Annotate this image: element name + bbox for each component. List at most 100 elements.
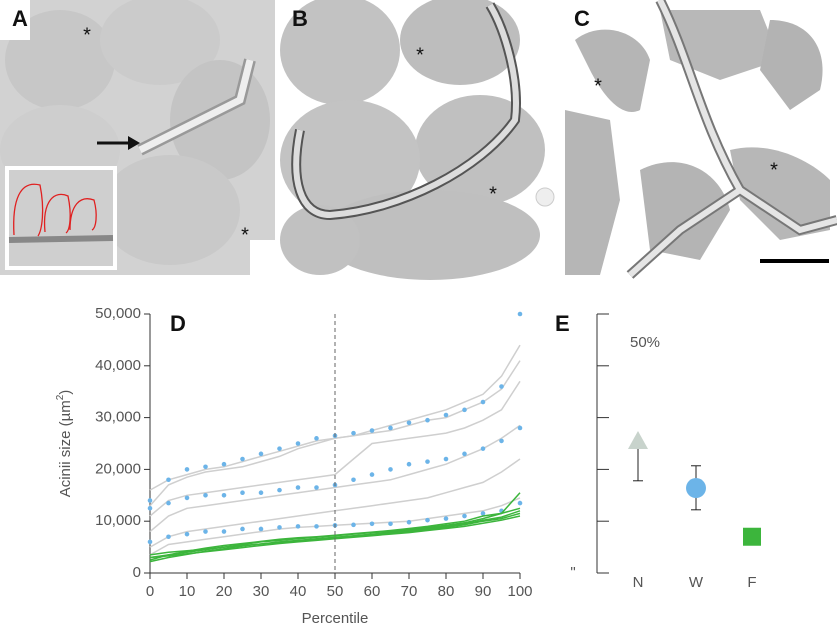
data-dot [351, 430, 356, 436]
x-axis-label: Percentile [302, 610, 369, 627]
asterisk: * [594, 75, 602, 97]
chart-e: E " 50% N W F [555, 311, 761, 591]
data-dot [295, 441, 301, 446]
x-tick-label: 10 [179, 583, 196, 600]
y-label-sup: 2 [55, 394, 66, 400]
data-dot [425, 417, 430, 423]
data-dot [203, 493, 208, 498]
data-dot [221, 529, 227, 534]
data-dot [425, 517, 430, 523]
data-dot [499, 384, 504, 389]
data-dot [314, 485, 319, 490]
annotation: 50% [630, 334, 660, 351]
data-dot [369, 521, 375, 527]
data-dot [314, 436, 319, 441]
y-axis-label: Acinii size (µm2) [55, 390, 74, 498]
x-tick-label: 90 [475, 583, 492, 600]
data-dot [184, 495, 190, 501]
data-dot [351, 477, 356, 483]
data-dot [147, 539, 153, 545]
data-line [149, 512, 521, 556]
y-tick-label: 30,000 [95, 409, 141, 426]
data-dot [166, 500, 171, 506]
data-dot [240, 490, 245, 496]
data-line [149, 507, 521, 561]
data-dot [517, 425, 523, 431]
data-dot [240, 456, 245, 462]
panel-label: A [12, 6, 28, 31]
x-tick-label: F [747, 574, 756, 591]
y-label-text: Acinii size (µm [57, 400, 74, 497]
data-dot [258, 451, 264, 457]
y-tick-label: 0 [133, 564, 141, 581]
y-tick-label: 20,000 [95, 460, 141, 477]
x-tick-label: 0 [146, 583, 154, 600]
data-dot [480, 399, 486, 405]
data-dot [277, 487, 282, 493]
x-tick-label: 20 [216, 583, 233, 600]
chart-title: D [170, 311, 186, 336]
data-dot [221, 461, 227, 467]
data-dot [388, 467, 393, 472]
x-tick-label: 40 [290, 583, 307, 600]
x-tick-label: W [689, 574, 704, 591]
data-dot [388, 425, 393, 431]
chart-d: D 0 10,000 20,000 30,000 40,000 50,000 0 10 20 30 4… [55, 305, 533, 627]
data-dot [166, 477, 171, 483]
data-dot [147, 505, 153, 511]
x-tick-label: 70 [401, 583, 418, 600]
data-dot [443, 456, 449, 462]
asterisk: * [770, 159, 778, 181]
asterisk: * [241, 224, 249, 246]
data-dot [517, 311, 523, 317]
y-tick-label: 10,000 [95, 512, 141, 529]
asterisk: * [489, 183, 497, 205]
chart-title: E [555, 311, 570, 336]
data-dot [462, 451, 467, 457]
data-dot [314, 524, 319, 529]
micrograph-b [280, 0, 556, 280]
data-dot [166, 534, 171, 540]
data-dot [462, 407, 467, 413]
asterisk: * [83, 24, 91, 46]
data-line [149, 380, 521, 517]
data-dot [221, 493, 227, 498]
y-tick-label: 50,000 [95, 305, 141, 322]
data-dot [369, 472, 375, 477]
data-dot [388, 521, 393, 527]
data-line [149, 424, 521, 533]
panel-label: C [574, 6, 590, 31]
data-dot [240, 526, 245, 532]
data-dot [443, 516, 449, 521]
data-dot [295, 524, 301, 529]
data-dot [295, 485, 301, 490]
data-dot [406, 420, 412, 426]
data-dot [425, 459, 430, 464]
x-tick-label: 30 [253, 583, 270, 600]
x-tick-label: 80 [438, 583, 455, 600]
data-dot [277, 525, 282, 530]
data-dot [462, 513, 467, 519]
data-dot [406, 461, 412, 467]
data-dot [480, 446, 486, 451]
data-dot [258, 490, 264, 496]
data-dot [184, 467, 190, 472]
x-tick-label: 100 [507, 583, 532, 600]
data-dot [258, 526, 264, 532]
data-dot [277, 446, 282, 451]
data-dot [147, 498, 153, 503]
data-dot [517, 500, 523, 506]
y-tick-label: " [570, 564, 575, 581]
data-dot [499, 438, 504, 444]
data-dot [480, 511, 486, 516]
x-tick-label: N [633, 574, 644, 591]
data-dot [184, 531, 190, 537]
data-dot [351, 522, 356, 528]
micrograph-c [562, 0, 837, 279]
data-dot [203, 529, 208, 534]
x-tick-label: 50 [327, 583, 344, 600]
marker [743, 527, 761, 546]
y-label-end: ) [57, 390, 74, 395]
panel-labels: A * * B * * C * * [12, 6, 778, 246]
